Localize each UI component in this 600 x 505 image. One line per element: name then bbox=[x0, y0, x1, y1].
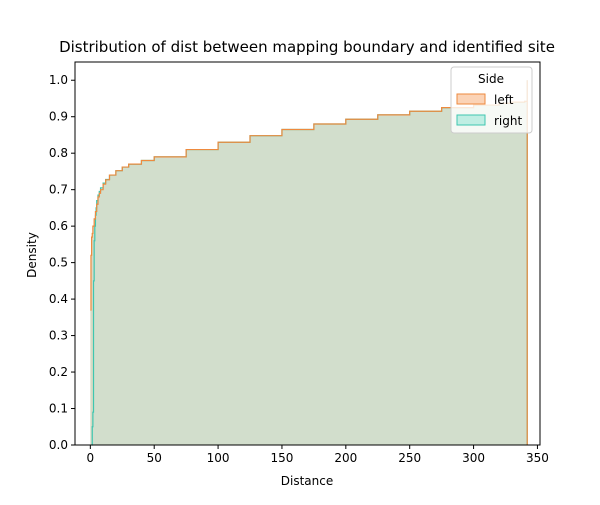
x-axis-label: Distance bbox=[281, 474, 333, 488]
x-tick-label: 250 bbox=[398, 451, 421, 465]
y-tick-label: 0.5 bbox=[49, 256, 68, 270]
y-tick-label: 0.1 bbox=[49, 402, 68, 416]
x-tick-label: 50 bbox=[147, 451, 162, 465]
axes-frame bbox=[74, 61, 541, 446]
area-fill-left bbox=[90, 80, 528, 446]
legend-label-right: right bbox=[494, 114, 522, 128]
legend-label-left: left bbox=[494, 93, 514, 107]
y-tick-label: 0.4 bbox=[49, 292, 68, 306]
y-tick-label: 0.0 bbox=[49, 438, 68, 452]
plot-area: 0 50 100 150 200 250 300 350 0.0 0.1 0.2 0.3 0.4 0.5 0… bbox=[49, 61, 549, 465]
x-tick-label: 350 bbox=[526, 451, 549, 465]
x-tick-label: 150 bbox=[270, 451, 293, 465]
area-fill-right bbox=[91, 80, 528, 446]
legend-swatch-left bbox=[456, 93, 486, 105]
y-tick-label: 0.3 bbox=[49, 329, 68, 343]
y-tick-label: 0.9 bbox=[49, 110, 68, 124]
legend: Side left right bbox=[450, 66, 533, 134]
x-tick-label: 300 bbox=[462, 451, 485, 465]
series-line-left bbox=[90, 80, 528, 445]
y-tick-label: 0.2 bbox=[49, 365, 68, 379]
y-tick-label: 1.0 bbox=[49, 73, 68, 87]
chart-title: Distribution of dist between mapping bou… bbox=[59, 38, 555, 56]
y-tick-label: 0.8 bbox=[49, 146, 68, 160]
y-tick-label: 0.7 bbox=[49, 183, 68, 197]
legend-swatch-right bbox=[456, 114, 486, 126]
x-tick-label: 0 bbox=[87, 451, 95, 465]
y-axis-label: Density bbox=[25, 232, 39, 278]
x-tick-label: 200 bbox=[334, 451, 357, 465]
x-tick-label: 100 bbox=[207, 451, 230, 465]
legend-title: Side bbox=[478, 72, 504, 86]
y-tick-label: 0.6 bbox=[49, 219, 68, 233]
